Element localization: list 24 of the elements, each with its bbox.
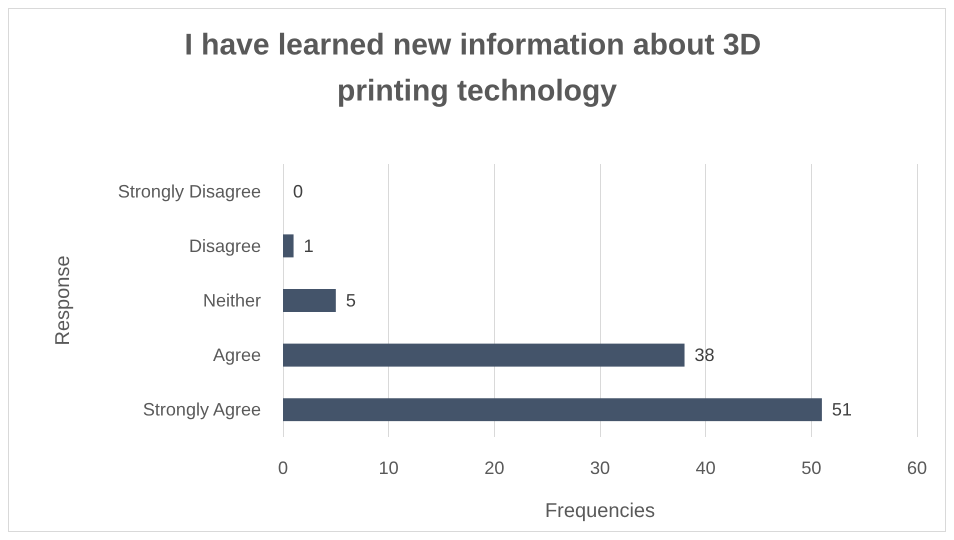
- y-tick-label: Strongly Agree: [142, 400, 261, 420]
- x-axis-title: Frequencies: [544, 500, 656, 522]
- data-label: 38: [694, 345, 715, 366]
- bar: [283, 398, 822, 422]
- x-tick-label: 10: [378, 458, 399, 478]
- y-tick-label: Disagree: [188, 236, 261, 256]
- x-tick-label: 30: [590, 458, 610, 478]
- y-axis-title: Response: [52, 255, 74, 346]
- x-tick-label: 60: [906, 458, 928, 478]
- y-tick-label: Neither: [202, 290, 261, 310]
- x-tick-label: 50: [801, 458, 822, 478]
- x-tick-label: 0: [278, 458, 288, 478]
- bar: [283, 344, 685, 367]
- bar: [283, 234, 294, 258]
- x-tick-label: 40: [696, 458, 716, 478]
- x-tick-label: 20: [484, 458, 504, 478]
- bar: [283, 289, 336, 312]
- chart-title: I have learned new information about 3D printing technology: [184, 28, 770, 108]
- data-label: 51: [832, 400, 852, 420]
- data-label: 0: [293, 181, 304, 202]
- y-tick-label: Agree: [212, 345, 261, 366]
- data-label: 1: [304, 236, 314, 256]
- y-tick-label: Strongly Disagree: [118, 181, 261, 202]
- data-label: 5: [346, 290, 356, 310]
